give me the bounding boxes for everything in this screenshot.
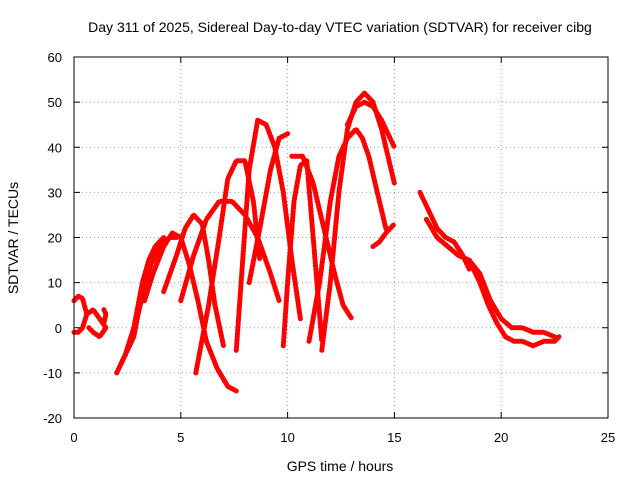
x-tick-label: 15 — [387, 430, 401, 445]
y-tick-label: -10 — [43, 366, 62, 381]
series-arc-3 — [101, 307, 109, 326]
x-tick-label: 0 — [70, 430, 77, 445]
chart-title: Day 311 of 2025, Sidereal Day-to-day VTE… — [88, 19, 592, 35]
series-arc-19 — [423, 216, 558, 340]
series-arc-20 — [468, 262, 562, 349]
y-tick-label: 0 — [55, 321, 62, 336]
y-axis-label: SDTVAR / TECUs — [5, 182, 21, 294]
y-tick-label: 40 — [48, 140, 62, 155]
y-tick-label: -20 — [43, 411, 62, 426]
series-arc-8 — [178, 198, 282, 304]
series-arc-15 — [319, 90, 397, 353]
y-tick-label: 50 — [48, 95, 62, 110]
x-axis-ticks: 0 5 10 15 20 25 — [70, 57, 615, 445]
x-tick-label: 20 — [494, 430, 508, 445]
series-arc-12 — [280, 158, 325, 349]
y-axis-ticks: -20 -10 0 10 20 30 40 50 60 — [43, 50, 608, 426]
y-tick-label: 20 — [48, 231, 62, 246]
x-tick-label: 10 — [280, 430, 294, 445]
data-series — [71, 90, 562, 394]
x-tick-label: 25 — [601, 430, 615, 445]
grid-lines — [74, 57, 608, 418]
x-axis-label: GPS time / hours — [287, 458, 394, 474]
x-tick-label: 5 — [177, 430, 184, 445]
y-tick-label: 10 — [48, 276, 62, 291]
series-arc-17 — [370, 221, 397, 249]
y-tick-label: 30 — [48, 185, 62, 200]
series-arc-7 — [161, 212, 226, 349]
series-arc-9 — [193, 158, 263, 376]
series-arc-6 — [142, 230, 239, 394]
series-arc-14 — [306, 126, 389, 344]
series-arc-13 — [289, 153, 355, 322]
series-arc-2 — [84, 307, 109, 340]
series-arc-16 — [344, 99, 397, 150]
series-arc-11 — [246, 131, 291, 286]
y-tick-label: 60 — [48, 50, 62, 65]
